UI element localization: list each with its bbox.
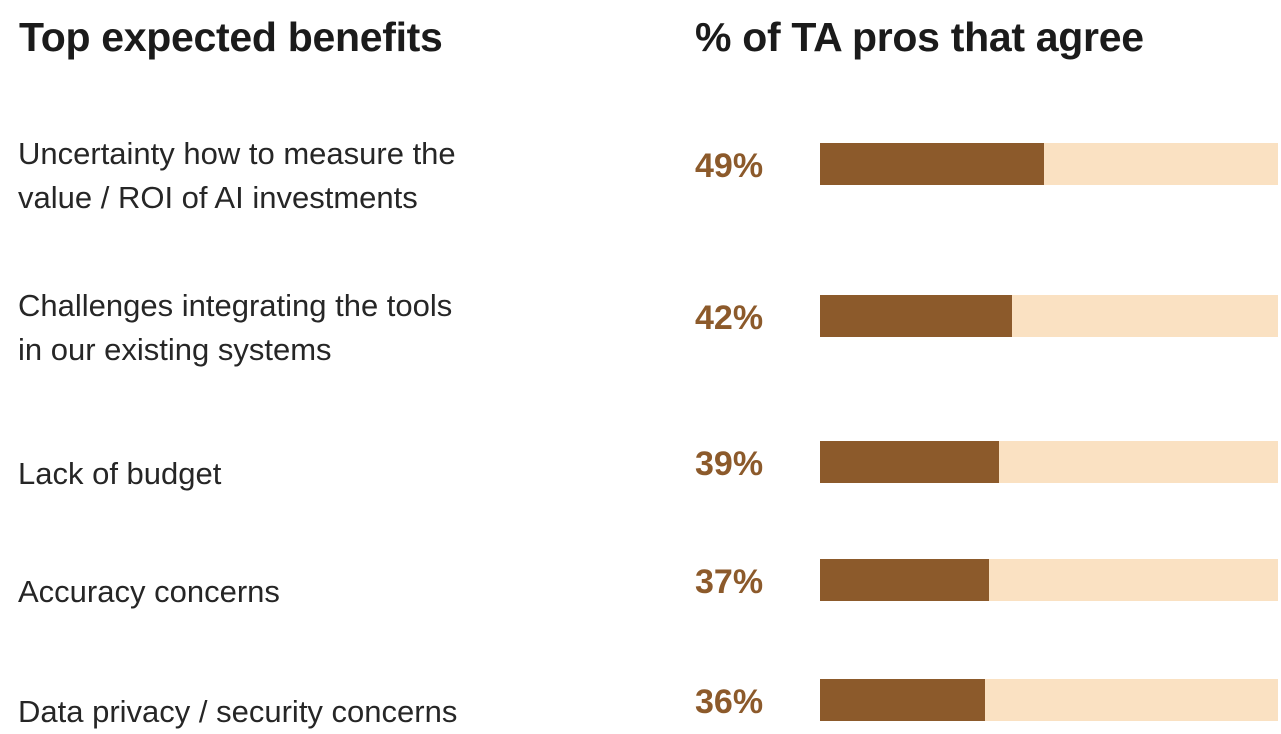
category-label: Lack of budget — [18, 456, 222, 491]
category-label: Accuracy concerns — [18, 574, 280, 609]
value-label: 36% — [695, 683, 764, 721]
value-label: 37% — [695, 563, 764, 601]
categories-heading: Top expected benefits — [19, 14, 443, 60]
bar-track — [820, 441, 1278, 483]
bar-row: Challenges integrating the tools in our … — [0, 288, 1281, 367]
bar-row: Uncertainty how to measure the value / R… — [0, 136, 1281, 215]
bar-track — [820, 295, 1278, 337]
value-label: 49% — [695, 147, 764, 185]
bar — [820, 295, 1012, 337]
value-label: 42% — [695, 299, 764, 337]
value-label: 39% — [695, 445, 764, 483]
bar-row: Data privacy / security concerns 36% — [0, 676, 1281, 729]
category-label: Data privacy / security concerns — [18, 694, 458, 729]
bar-track — [820, 559, 1278, 601]
bar-row: Accuracy concerns 37% — [0, 556, 1281, 609]
bar-track — [820, 143, 1278, 185]
category-label: Challenges integrating the tools in our … — [18, 288, 453, 367]
values-heading: % of TA pros that agree — [695, 14, 1144, 60]
bar — [820, 143, 1044, 185]
bar — [820, 679, 985, 721]
bar — [820, 441, 999, 483]
bar — [820, 559, 989, 601]
bar-row: Lack of budget 39% — [0, 438, 1281, 491]
bar-track — [820, 679, 1278, 721]
category-label: Uncertainty how to measure the value / R… — [18, 136, 456, 215]
